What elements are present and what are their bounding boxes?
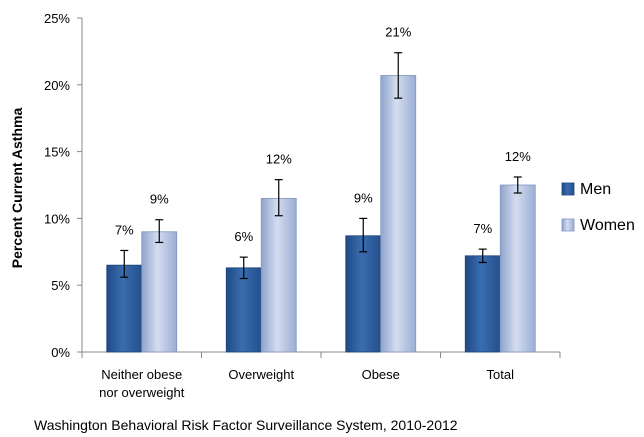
data-label: 9% (150, 192, 169, 207)
bar-women (260, 197, 297, 353)
legend-label-men: Men (580, 181, 611, 198)
data-label: 7% (115, 222, 134, 237)
bar-women (380, 75, 417, 353)
x-tick-label: nor overweight (99, 385, 185, 400)
bar-men (464, 255, 501, 353)
legend-swatch-women (561, 218, 575, 232)
data-label: 6% (234, 229, 253, 244)
data-label: 9% (354, 190, 373, 205)
y-tick-label: 25% (44, 11, 70, 26)
source-note: Washington Behavioral Risk Factor Survei… (34, 417, 458, 433)
bar-men (106, 264, 143, 353)
error-bars (120, 52, 522, 280)
legend-label-women: Women (580, 217, 635, 234)
data-label: 7% (473, 221, 492, 236)
y-tick-label: 15% (44, 145, 70, 160)
bar-men (345, 235, 382, 353)
data-label: 12% (505, 149, 531, 164)
data-label: 21% (385, 25, 411, 40)
y-axis-label: Percent Current Asthma (9, 108, 25, 269)
legend: Men Women (561, 181, 635, 234)
x-tick-label: Overweight (228, 367, 294, 382)
legend-swatch-men (561, 182, 575, 196)
x-tick-label: Total (487, 367, 515, 382)
y-tick-label: 0% (51, 345, 70, 360)
bar-women (499, 184, 536, 353)
data-label: 12% (266, 152, 292, 167)
y-ticks: 0% 5% 10% 15% 20% 25% (44, 11, 82, 360)
bars (106, 75, 536, 353)
category-labels: Neither obese nor overweight Overweight Obe… (99, 367, 514, 400)
bar-women (141, 231, 178, 353)
x-tick-label: Neither obese (101, 367, 182, 382)
y-tick-label: 20% (44, 78, 70, 93)
y-tick-label: 10% (44, 211, 70, 226)
y-tick-label: 5% (51, 278, 70, 293)
x-tick-label: Obese (362, 367, 400, 382)
x-ticks (81, 352, 561, 358)
bar-men (225, 267, 262, 353)
data-labels: 7% 9% 6% 12% 9% 21% 7% 12% (115, 25, 531, 244)
